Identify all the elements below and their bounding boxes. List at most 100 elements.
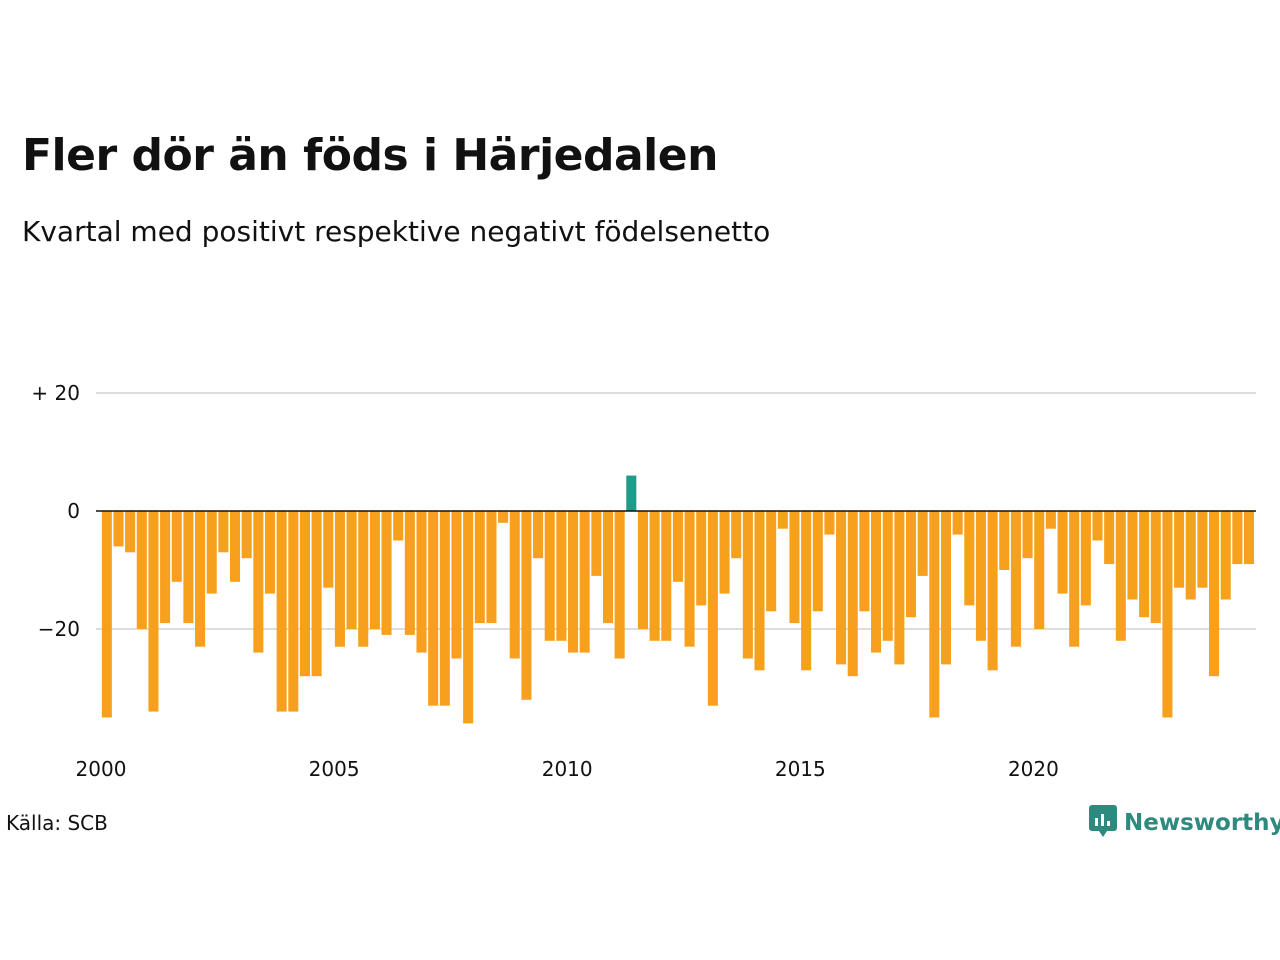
bar: [1197, 511, 1208, 588]
bar: [824, 511, 835, 535]
bar: [975, 511, 986, 641]
bar: [148, 511, 159, 712]
y-tick-label: 0: [67, 499, 80, 523]
bar: [1115, 511, 1126, 641]
bar: [672, 511, 683, 582]
bar: [1022, 511, 1033, 559]
bar: [661, 511, 672, 641]
bar: [241, 511, 252, 559]
bar: [1185, 511, 1196, 600]
bar: [707, 511, 718, 706]
bar: [719, 511, 730, 594]
bar: [218, 511, 229, 553]
y-axis-ticks: + 20 0 −20: [31, 381, 80, 641]
bar: [101, 511, 112, 718]
source-label: Källa: SCB: [6, 811, 108, 835]
bar: [136, 511, 147, 629]
bar: [334, 511, 345, 647]
bar: [940, 511, 952, 665]
bar: [579, 511, 590, 653]
bar: [1162, 511, 1173, 718]
bar: [230, 511, 241, 582]
bar: [917, 511, 928, 576]
bar: [311, 511, 322, 677]
bar: [323, 511, 334, 588]
y-tick-label: + 20: [31, 381, 80, 405]
bar: [1174, 511, 1185, 588]
bar: [253, 511, 264, 653]
bar: [812, 511, 823, 612]
bar: [486, 511, 497, 624]
bar: [696, 511, 707, 606]
bar: [381, 511, 392, 635]
bar: [952, 511, 963, 535]
bar: [871, 511, 882, 653]
bar: [393, 511, 404, 541]
bar: [859, 511, 870, 612]
bar: [1209, 511, 1220, 677]
bar: [206, 511, 217, 594]
bar: [1080, 511, 1091, 606]
bar: [789, 511, 800, 624]
bar: [836, 511, 847, 665]
bar: [299, 511, 310, 677]
bar: [509, 511, 520, 659]
bar: [171, 511, 182, 582]
bar: [1104, 511, 1115, 565]
bar: [498, 511, 509, 523]
bar: [766, 511, 777, 612]
bar: [591, 511, 602, 576]
bar: [999, 511, 1010, 570]
bar: [777, 511, 788, 529]
bar: [801, 511, 812, 671]
bar: [556, 511, 567, 641]
bar: [847, 511, 858, 677]
bar: [1243, 511, 1255, 565]
chart-subtitle: Kvartal med positivt respektive negativt…: [22, 215, 771, 248]
bar: [439, 511, 450, 706]
bar: [649, 511, 660, 641]
bar: [544, 511, 555, 641]
bar: [1057, 511, 1068, 594]
bar: [195, 511, 206, 647]
bar: [416, 511, 427, 653]
bar: [614, 511, 625, 659]
bar: [987, 511, 998, 671]
bar: [882, 511, 893, 641]
bar: [369, 511, 380, 629]
bar: [521, 511, 532, 700]
bar: [1127, 511, 1138, 600]
bar: [474, 511, 485, 624]
bar: [905, 511, 917, 618]
bar: [1034, 511, 1045, 629]
y-tick-label: −20: [38, 617, 80, 641]
bar: [183, 511, 194, 624]
x-tick-label: 2015: [775, 757, 826, 781]
bar: [602, 511, 614, 624]
x-tick-label: 2005: [309, 757, 360, 781]
bar: [1150, 511, 1161, 624]
bar: [264, 511, 276, 594]
bar: [113, 511, 124, 547]
bars: [101, 475, 1255, 724]
x-axis-ticks: 2000 2005 2010 2015 2020: [76, 757, 1059, 781]
bar: [358, 511, 369, 647]
bar: [1045, 511, 1056, 529]
x-tick-label: 2010: [542, 757, 593, 781]
bar: [346, 511, 357, 629]
bar: [626, 475, 637, 511]
bar: [125, 511, 136, 553]
bar: [1139, 511, 1150, 618]
newsworthy-logo-icon: [1088, 804, 1118, 842]
brand-name: Newsworthy: [1124, 810, 1280, 836]
bar: [894, 511, 905, 665]
bar: [276, 511, 287, 712]
bar: [742, 511, 753, 659]
bar: [428, 511, 439, 706]
bar: [463, 511, 474, 724]
x-tick-label: 2020: [1008, 757, 1059, 781]
bar: [637, 511, 648, 629]
bar: [451, 511, 462, 659]
bar: [754, 511, 765, 671]
